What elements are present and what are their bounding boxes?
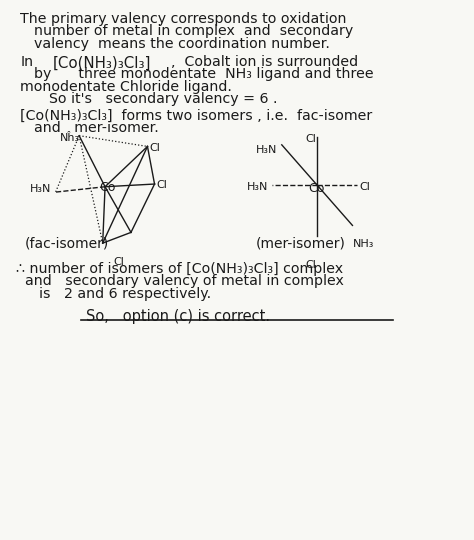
Text: Cl: Cl (149, 143, 160, 153)
Text: by      three monodentate  NH₃ ligand and three: by three monodentate NH₃ ligand and thre… (35, 68, 374, 82)
Text: [Co(NH₃)₃Cl₃]: [Co(NH₃)₃Cl₃] (53, 55, 152, 70)
Text: Nĥ₃: Nĥ₃ (60, 133, 81, 143)
Text: ∴ number of isomers of [Co(NH₃)₃Cl₃] complex: ∴ number of isomers of [Co(NH₃)₃Cl₃] com… (16, 262, 343, 276)
Text: Cl: Cl (156, 180, 167, 190)
Text: [Co(NH₃)₃Cl₃]  forms two isomers , i.e.  fac-isomer: [Co(NH₃)₃Cl₃] forms two isomers , i.e. f… (20, 109, 373, 123)
Text: H₃N: H₃N (30, 184, 51, 194)
Text: monodentate Chloride ligand.: monodentate Chloride ligand. (20, 80, 232, 94)
Text: number of metal in complex  and  secondary: number of metal in complex and secondary (35, 24, 354, 38)
Text: So,   option (c) is correct.: So, option (c) is correct. (86, 309, 270, 323)
Text: So it's   secondary valency = 6 .: So it's secondary valency = 6 . (48, 92, 277, 106)
Text: valency  means the coordination number.: valency means the coordination number. (35, 37, 330, 51)
Text: and   secondary valency of metal in complex: and secondary valency of metal in comple… (25, 274, 344, 288)
Text: and   mer-isomer.: and mer-isomer. (35, 121, 159, 135)
Text: The primary valency corresponds to oxidation: The primary valency corresponds to oxida… (20, 12, 347, 26)
Text: Cl: Cl (114, 256, 124, 267)
Text: NH₃: NH₃ (353, 239, 374, 249)
Text: H₃N: H₃N (256, 145, 277, 155)
Text: H₃N: H₃N (246, 183, 268, 192)
Text: (fac-isomer): (fac-isomer) (25, 236, 109, 250)
Text: Cl: Cl (305, 260, 316, 271)
Text: (mer-isomer): (mer-isomer) (256, 236, 346, 250)
Text: Co: Co (309, 183, 325, 195)
Text: Co: Co (100, 181, 116, 194)
Text: Cl: Cl (305, 134, 316, 144)
Text: is   2 and 6 respectively.: is 2 and 6 respectively. (39, 287, 211, 301)
Text: In: In (20, 55, 33, 69)
Text: ,  Cobalt ion is surrounded: , Cobalt ion is surrounded (171, 55, 358, 69)
Text: Cl: Cl (359, 183, 370, 192)
